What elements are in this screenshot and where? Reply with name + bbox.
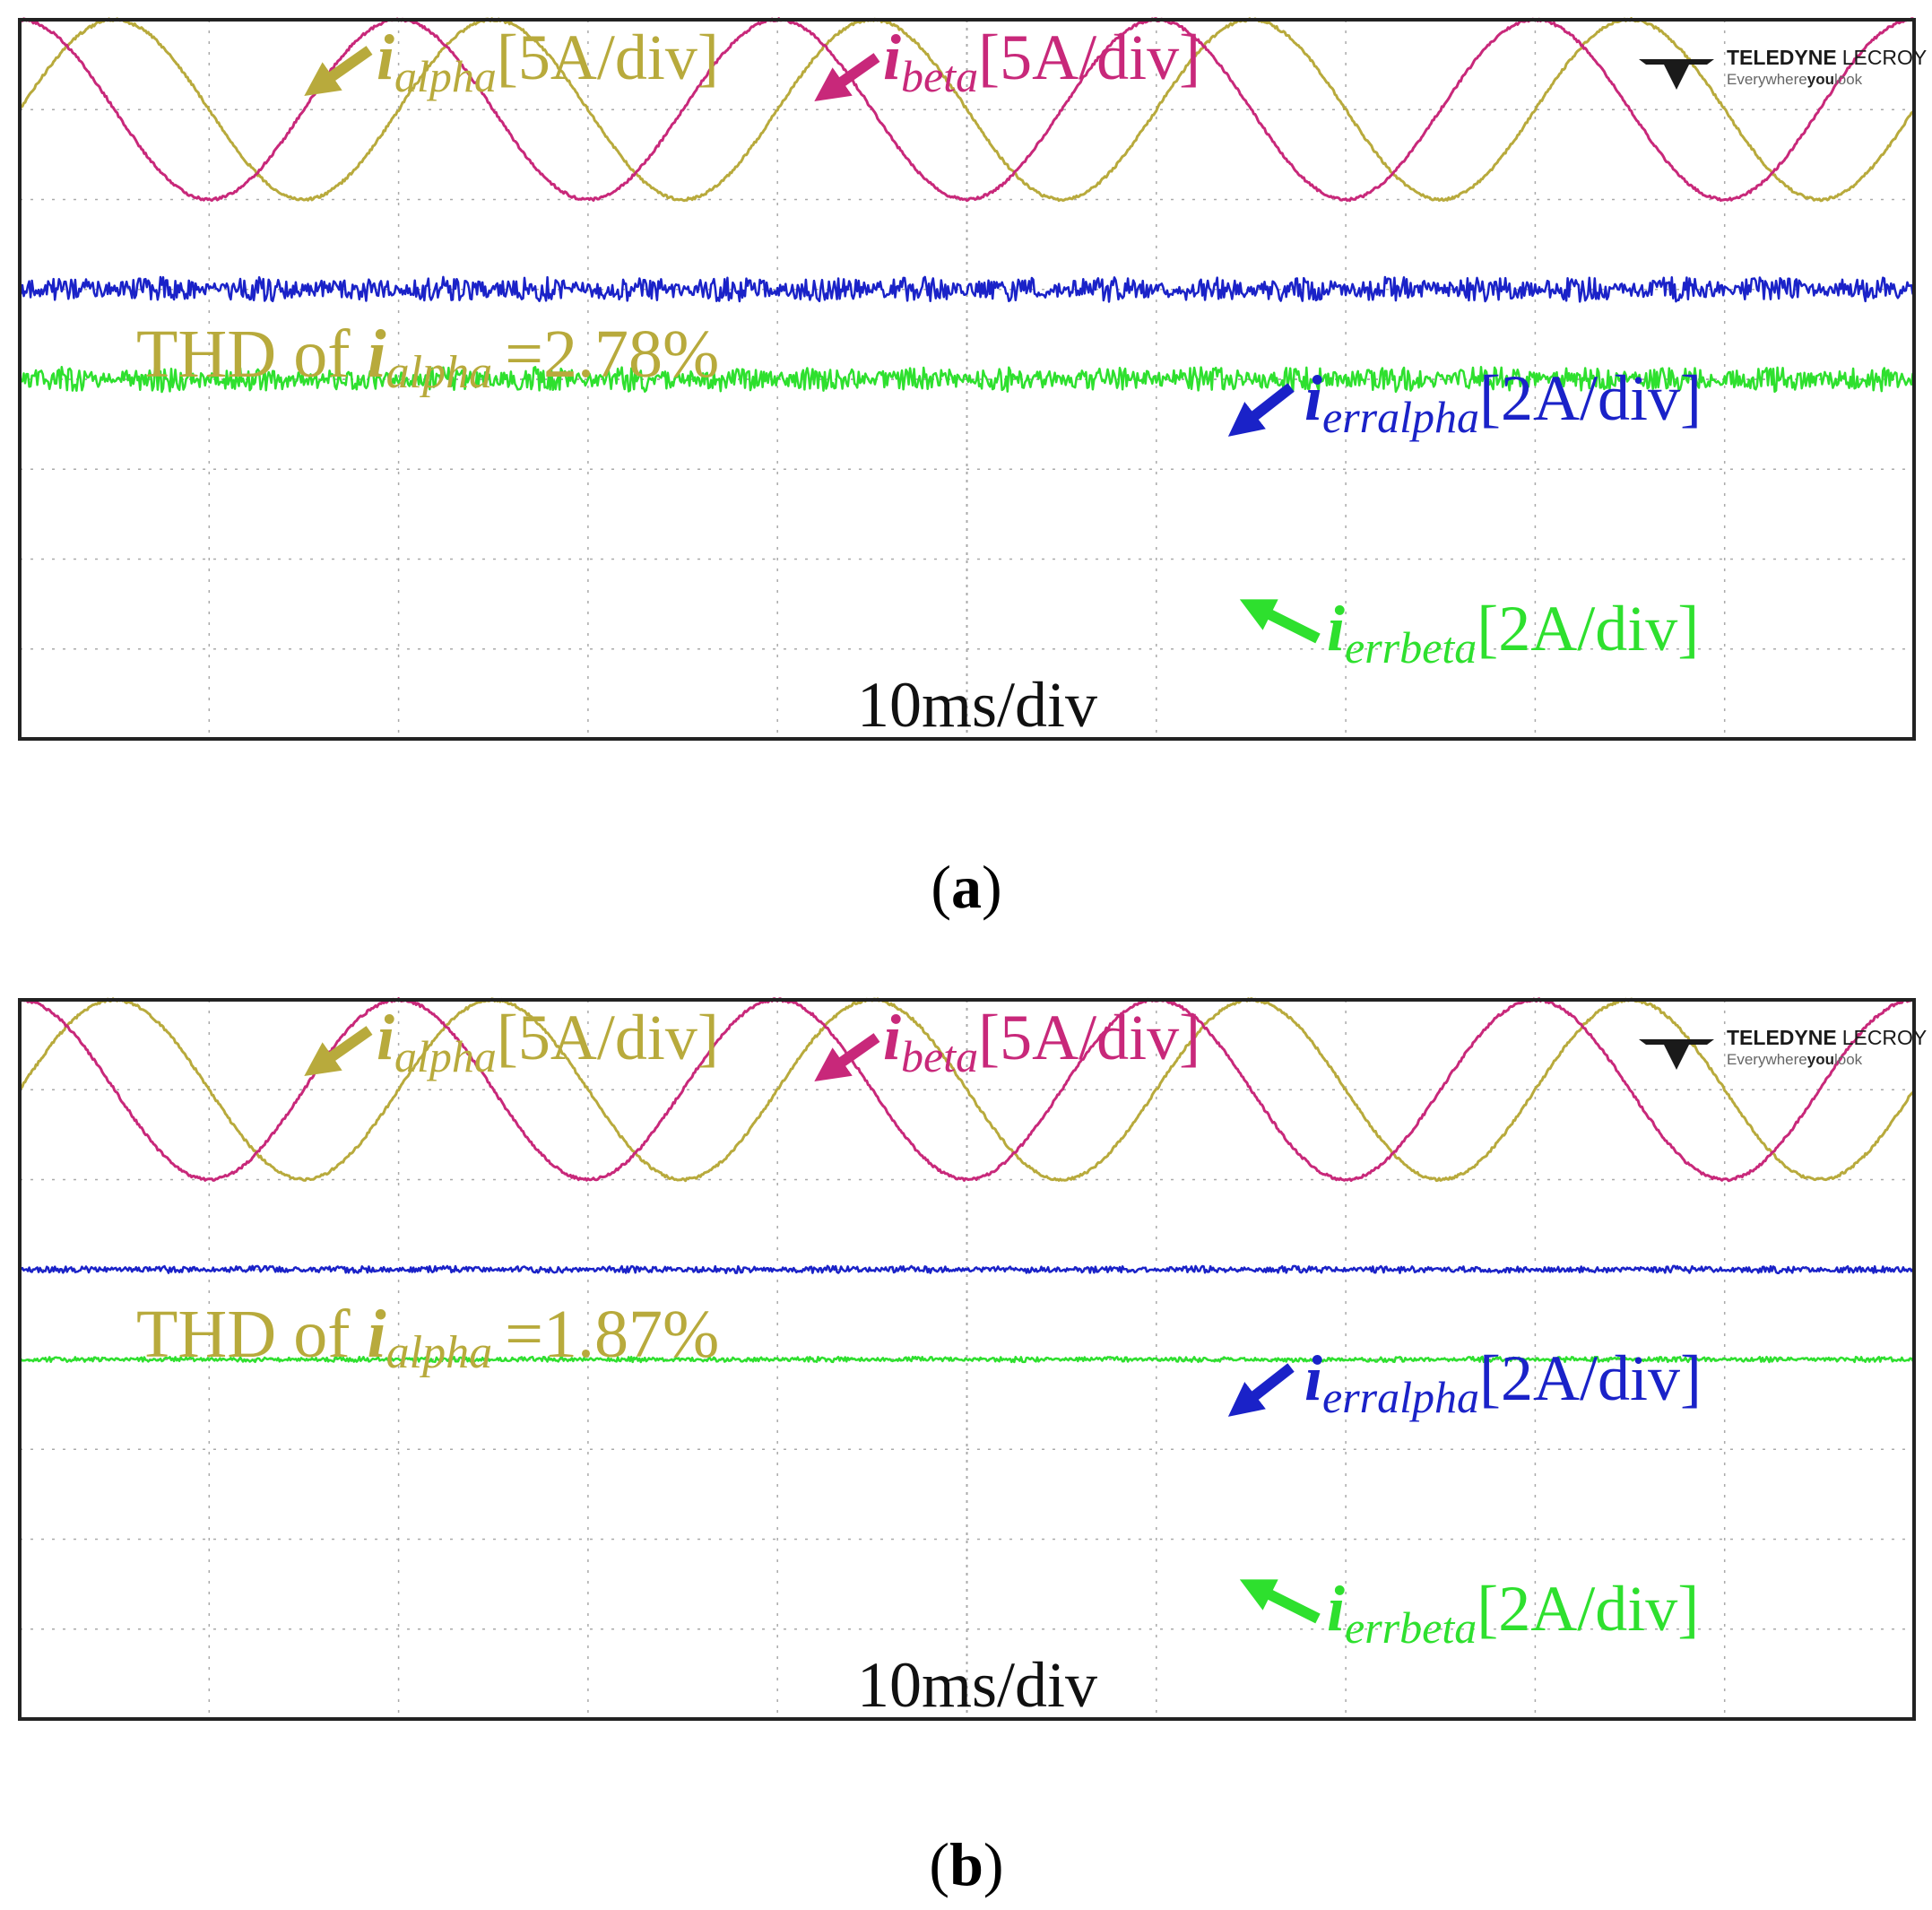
panel-a-ialpha-label: ialpha[5A/div] [377, 22, 719, 101]
panel-b-ialpha-scale: [5A/div] [497, 1002, 719, 1073]
panel-b-thd-i: i [368, 1297, 386, 1372]
panel-b-frame [18, 998, 1916, 1721]
panel-a-ialpha-arrow [304, 46, 373, 97]
panel-b-ibeta-main: i [883, 1002, 901, 1073]
panel-a-ierralpha-label: ierralpha[2A/div] [1304, 362, 1702, 442]
panel-b-ibeta-arrow [814, 1033, 880, 1082]
panel-a-ibeta-arrow [814, 53, 880, 102]
panel-a-thd-prefix: THD of [136, 317, 368, 392]
panel-b-brand-name: TELEDYNE LECROY [1727, 1026, 1927, 1049]
panel-a-ialpha-scale: [5A/div] [497, 22, 719, 93]
panel-b-ierrbeta-label: ierrbeta[2A/div] [1327, 1573, 1699, 1653]
panel-b-thd-value: =1.87% [505, 1297, 719, 1372]
panel-a-brand-name-bold: TELEDYNE [1727, 46, 1837, 69]
panel-a: ialpha[5A/div] ibeta[5A/div] TELEDYNE LEC… [18, 17, 1927, 741]
panel-a-caption-letter: a [951, 853, 982, 921]
panel-b-ierralpha-arrow [1227, 1363, 1295, 1417]
panel-a-ierralpha-scale: [2A/div] [1479, 362, 1702, 434]
panel-b-brand-name-light: LECROY [1842, 1026, 1928, 1049]
panel-a-ierralpha-main: i [1304, 362, 1322, 434]
panel-b-ierralpha-scale: [2A/div] [1479, 1342, 1702, 1414]
panel-a-ierralpha-sub: erralpha [1322, 392, 1479, 442]
panel-a-thd-text: THD of ialpha =2.78% [136, 317, 719, 398]
panel-a-ibeta-main: i [883, 22, 901, 93]
panel-b-thd-sub: alpha [386, 1327, 492, 1378]
panel-b-ierrbeta-sub: errbeta [1345, 1602, 1477, 1653]
panel-a-brand-tag-a: Everywhere [1727, 71, 1807, 88]
panel-b-brand-tag-a: Everywhere [1727, 1051, 1807, 1068]
panel-b-brand-logo: TELEDYNE LECROY Everywhereyoulook [1639, 1026, 1927, 1070]
panel-a-thd-value: =2.78% [505, 317, 719, 392]
panel-a-ibeta-label: ibeta[5A/div] [883, 22, 1200, 101]
panel-b-ibeta-scale: [5A/div] [978, 1002, 1200, 1073]
panel-b-ierrbeta-arrow [1239, 1579, 1321, 1624]
panel-b-thd-prefix: THD of [136, 1297, 368, 1372]
panel-a-brand-name-light: LECROY [1842, 46, 1928, 69]
panel-b-brand-tag-c: look [1834, 1051, 1863, 1068]
panel-a-caption-open: ( [931, 853, 951, 921]
panel-a-brand-tagline: Everywhereyoulook [1727, 71, 1863, 88]
panel-b-caption-open: ( [929, 1830, 949, 1898]
panel-b-brand-tag-b: you [1807, 1051, 1834, 1068]
panel-a-brand-logo: TELEDYNE LECROY Everywhereyoulook [1639, 46, 1927, 90]
panel-b-trace-i-errbeta [19, 1355, 1915, 1364]
panel-a-ierrbeta-main: i [1327, 593, 1345, 664]
panel-a-ibeta-scale: [5A/div] [978, 22, 1200, 93]
panel-b-ibeta-sub: beta [901, 1031, 978, 1081]
panel-b-caption-letter: b [949, 1830, 983, 1898]
panel-b-ierralpha-label: ierralpha[2A/div] [1304, 1342, 1702, 1422]
panel-b-ierrbeta-scale: [2A/div] [1477, 1573, 1699, 1645]
panel-b-ierralpha-main: i [1304, 1342, 1322, 1414]
panel-a-ierralpha-arrow [1227, 383, 1295, 437]
panel-a-brand-tag-c: look [1834, 71, 1863, 88]
panel-b-ierralpha-sub: erralpha [1322, 1372, 1479, 1422]
panel-a-ierrbeta-sub: errbeta [1345, 622, 1477, 673]
panel-a-ierrbeta-scale: [2A/div] [1477, 593, 1699, 664]
panel-b-caption-close: ) [983, 1830, 1004, 1898]
panel-b-trace-i-erralpha [19, 1264, 1916, 1274]
panel-b-ibeta-label: ibeta[5A/div] [883, 1002, 1200, 1081]
panel-a-thd-sub: alpha [386, 347, 492, 398]
panel-a-brand-logo-icon [1639, 59, 1714, 90]
panel-b-ialpha-arrow [304, 1026, 373, 1077]
panel-b-brand-logo-icon [1639, 1039, 1714, 1070]
panel-b: ialpha[5A/div] ibeta[5A/div] TELEDYNE LEC… [18, 997, 1927, 1721]
panel-a-trace-i-errbeta [18, 365, 1916, 394]
panel-b-brand-tagline: Everywhereyoulook [1727, 1051, 1863, 1068]
panel-a-timebase: 10ms/div [857, 669, 1097, 741]
panel-b-timebase: 10ms/div [857, 1649, 1097, 1721]
panel-b-brand-name-bold: TELEDYNE [1727, 1026, 1837, 1049]
panel-a-caption-close: ) [982, 853, 1002, 921]
panel-b-ialpha-sub: alpha [394, 1031, 497, 1081]
panel-b-ialpha-main: i [377, 1002, 394, 1073]
panel-a-ierrbeta-arrow [1239, 599, 1321, 644]
panel-b-ierrbeta-main: i [1327, 1573, 1345, 1645]
panel-b-trace-i-alpha [19, 997, 1916, 1183]
panel-b-ialpha-label: ialpha[5A/div] [377, 1002, 719, 1081]
panel-a-caption: (a) [931, 853, 1001, 921]
panel-b-caption: (b) [929, 1830, 1003, 1898]
panel-a-ibeta-sub: beta [901, 51, 978, 101]
panel-a-thd-i: i [368, 317, 386, 392]
panel-a-ialpha-main: i [377, 22, 394, 93]
panel-a-ialpha-sub: alpha [394, 51, 497, 101]
panel-b-thd-text: THD of ialpha =1.87% [136, 1297, 719, 1378]
panel-a-trace-i-alpha [18, 17, 1916, 203]
panel-a-ierrbeta-label: ierrbeta[2A/div] [1327, 593, 1699, 673]
panel-a-trace-i-erralpha [18, 275, 1915, 303]
panel-a-frame [18, 18, 1916, 741]
panel-a-brand-name: TELEDYNE LECROY [1727, 46, 1927, 69]
panel-a-brand-tag-b: you [1807, 71, 1834, 88]
